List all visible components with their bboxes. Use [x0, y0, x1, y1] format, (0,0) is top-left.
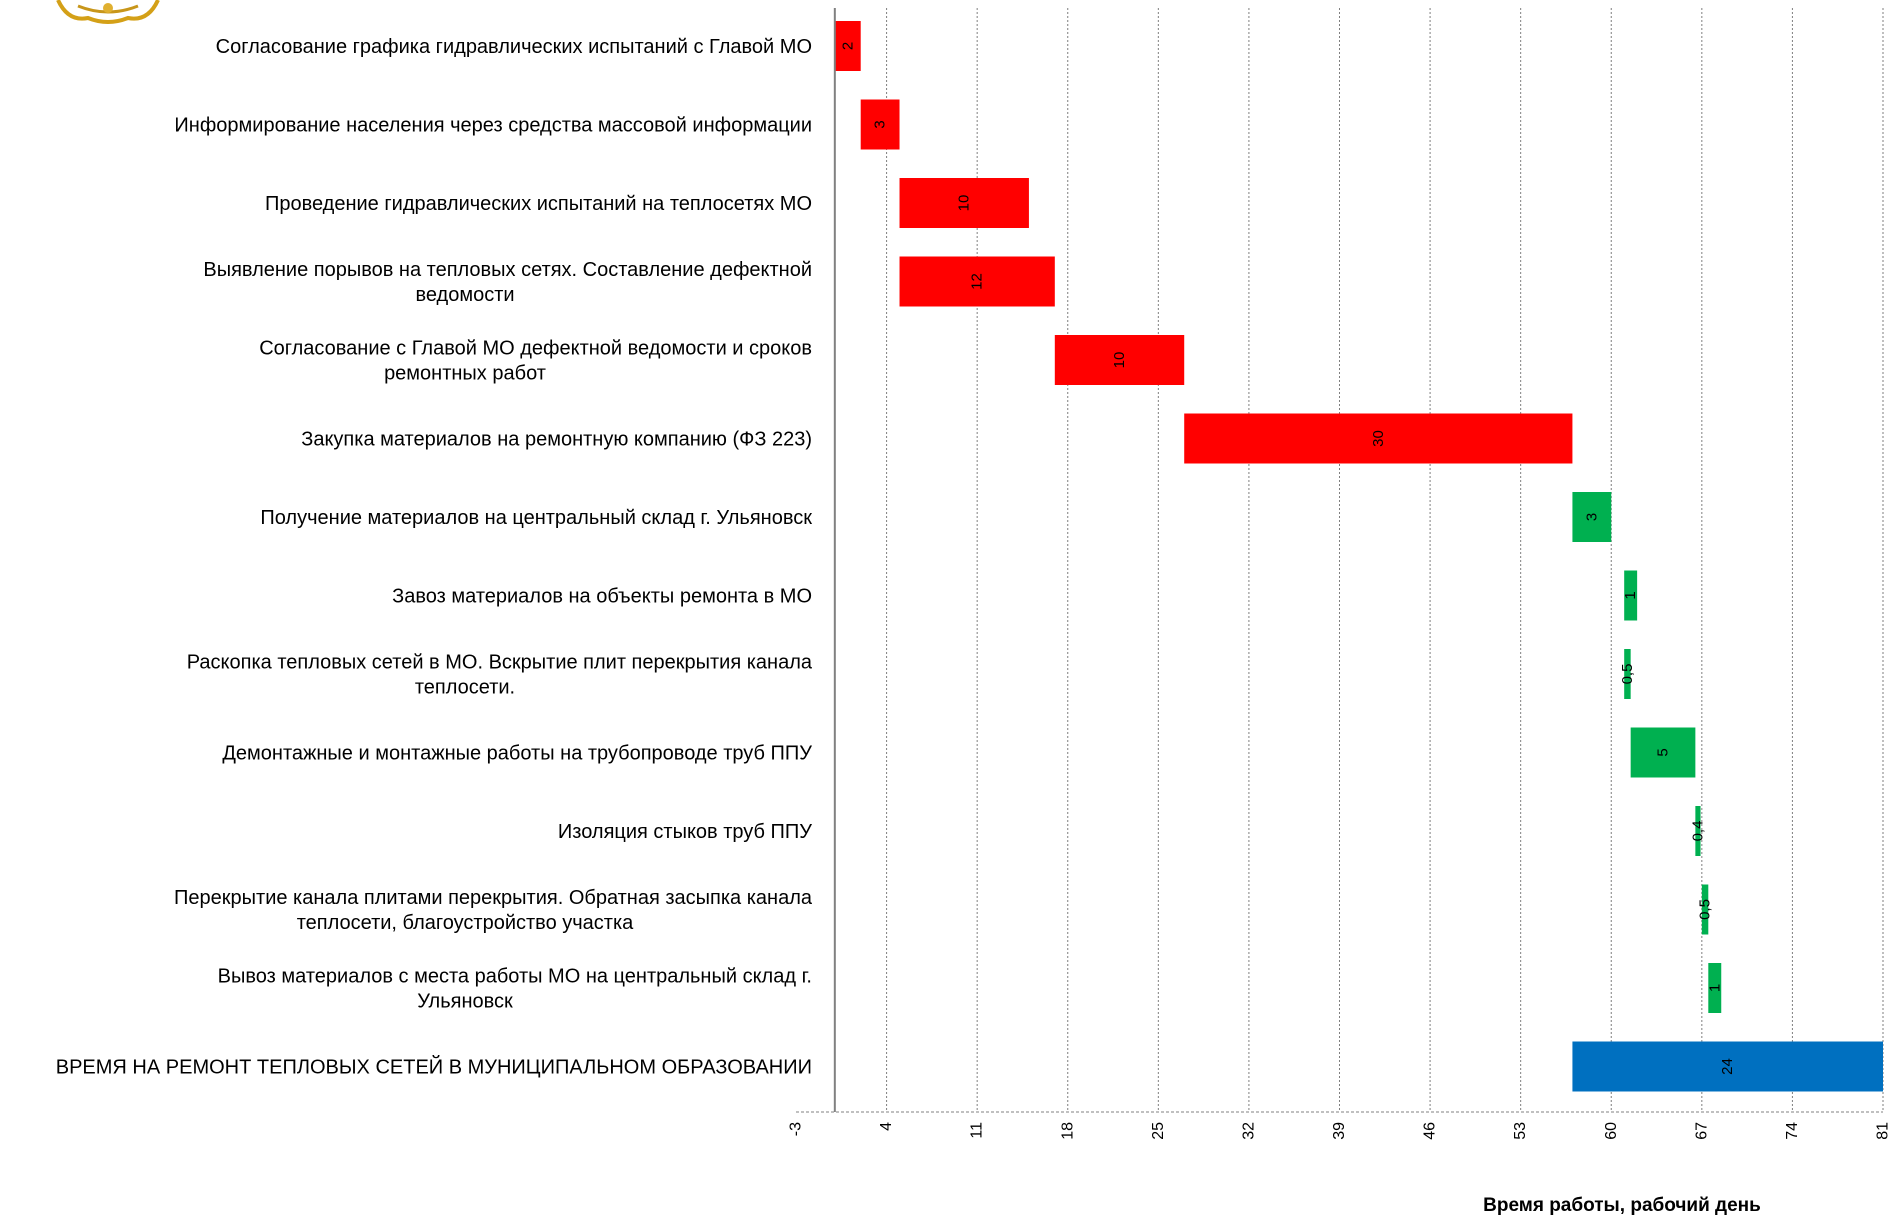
task-bar [1708, 963, 1722, 1013]
x-tick-label: 11 [969, 1122, 986, 1139]
bar-value-label: 3 [1583, 513, 1600, 521]
bar-value-label: 1 [1622, 591, 1639, 599]
x-tick-label: 32 [1240, 1122, 1257, 1140]
bar-value-label: 1 [1706, 984, 1723, 992]
task-bar [1701, 884, 1709, 935]
task-label: Демонтажные и монтажные работы на трубоп… [222, 743, 812, 765]
bar-value-label: 24 [1719, 1058, 1736, 1075]
task-bar [1572, 492, 1612, 542]
bars [834, 21, 1883, 1092]
task-label: Проведение гидравлических испытаний на т… [265, 193, 812, 215]
x-tick-label: 25 [1150, 1122, 1167, 1140]
coat-of-arms-emblem [48, 0, 168, 26]
x-tick-label: 81 [1875, 1122, 1888, 1140]
task-label: ВРЕМЯ НА РЕМОНТ ТЕПЛОВЫХ СЕТЕЙ В МУНИЦИП… [56, 1055, 812, 1079]
task-label: Информирование населения через средства … [174, 115, 812, 137]
task-bar [1624, 649, 1631, 699]
task-bar [1695, 806, 1701, 856]
bar-value-label: 3 [872, 120, 889, 128]
task-label: Согласование с Главой МО дефектной ведом… [259, 338, 812, 385]
bar-value-labels: 2 3 10 12 10 30 3 1 0,5 5 0,4 0,5 1 24 [839, 42, 1736, 1075]
task-bar [860, 99, 900, 150]
task-label: Изоляция стыков труб ППУ [558, 821, 812, 843]
bar-value-label: 2 [839, 42, 856, 50]
category-labels: Согласование графика гидравлических испы… [56, 36, 813, 1079]
task-bar [834, 21, 861, 71]
x-tick-label: 18 [1059, 1122, 1076, 1140]
bar-value-label: 0,4 [1689, 821, 1706, 842]
task-label: Раскопка тепловых сетей в МО. Вскрытие п… [187, 652, 813, 699]
x-tick-label: -3 [788, 1122, 805, 1136]
task-label: Вывоз материалов с места работы МО на це… [218, 966, 812, 1013]
x-axis-title: Время работы, рабочий день [1483, 1195, 1761, 1216]
bar-value-label: 5 [1655, 748, 1672, 756]
task-label: Выявление порывов на тепловых сетях. Сос… [203, 259, 812, 306]
task-bar [899, 256, 1055, 307]
x-tick-label: 67 [1693, 1122, 1710, 1140]
bar-value-label: 30 [1370, 430, 1387, 447]
x-tick-label: 39 [1331, 1122, 1348, 1140]
task-label: Согласование графика гидравлических испы… [216, 36, 812, 58]
task-label: Закупка материалов на ремонтную компанию… [301, 429, 812, 451]
x-tick-label: 74 [1784, 1122, 1801, 1140]
grid-lines [886, 8, 1884, 1112]
task-label: Перекрытие канала плитами перекрытия. Об… [174, 887, 813, 934]
task-bar [899, 178, 1029, 228]
x-tick-labels: -3 4 11 18 25 32 39 46 53 60 67 74 81 [788, 1122, 1888, 1140]
task-label: Завоз материалов на объекты ремонта в МО [392, 586, 812, 608]
bar-value-label: 0,5 [1619, 664, 1636, 685]
task-bar [1630, 727, 1696, 778]
task-bar [1184, 413, 1573, 464]
bar-value-label: 10 [1111, 352, 1128, 369]
task-bar [1572, 1041, 1883, 1092]
x-tick-label: 4 [878, 1122, 895, 1131]
task-bar [1054, 335, 1185, 385]
bar-value-label: 10 [956, 195, 973, 212]
task-label: Получение материалов на центральный скла… [260, 507, 812, 529]
x-tick-label: 53 [1512, 1122, 1529, 1140]
bar-value-label: 0,5 [1697, 899, 1714, 920]
x-tick-label: 46 [1422, 1122, 1439, 1140]
axes [796, 8, 1883, 1113]
x-tick-label: 60 [1603, 1122, 1620, 1140]
bar-value-label: 12 [969, 273, 986, 290]
task-bar [1624, 570, 1638, 621]
